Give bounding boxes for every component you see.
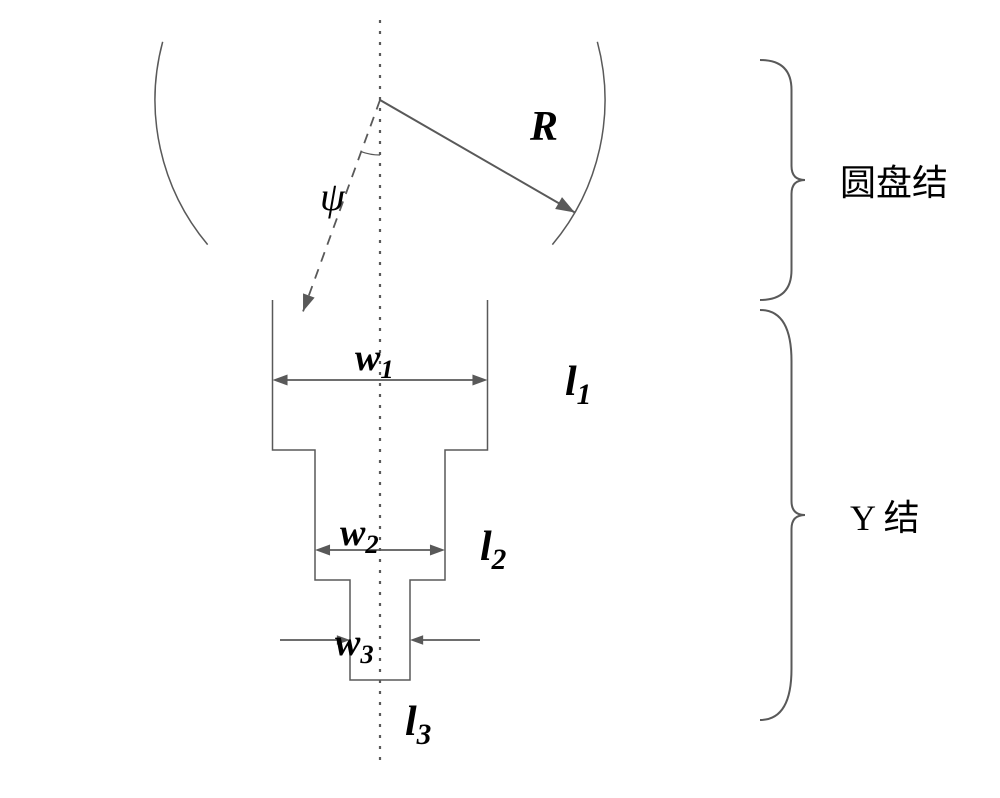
label-y-knot: Y 结 <box>850 498 920 538</box>
brace-disc <box>760 60 805 300</box>
arrow-head <box>430 545 445 556</box>
psi-angle-arc <box>361 152 380 155</box>
arrow-head <box>303 293 315 311</box>
arrow-head <box>555 197 575 212</box>
arrow-head <box>410 635 423 645</box>
svg-text:l3: l3 <box>405 699 431 751</box>
disc-arc-right <box>552 42 605 245</box>
svg-text:l2: l2 <box>480 524 507 576</box>
svg-text:w1: w1 <box>355 337 394 384</box>
label-l2: l2 <box>480 524 507 576</box>
svg-text:w3: w3 <box>335 622 374 669</box>
label-R: R <box>529 104 558 150</box>
label-l1: l1 <box>565 359 591 411</box>
label-disc-knot: 圆盘结 <box>840 163 948 203</box>
brace-y <box>760 310 805 720</box>
label-w3: w3 <box>335 622 374 669</box>
arrow-head <box>273 375 288 386</box>
svg-text:l1: l1 <box>565 359 591 411</box>
disc-arc-left <box>155 42 208 245</box>
svg-text:w2: w2 <box>340 512 379 559</box>
arrow-head <box>315 545 330 556</box>
arrow-head <box>472 375 487 386</box>
label-w1: w1 <box>355 337 394 384</box>
label-l3: l3 <box>405 699 431 751</box>
label-psi: ψ <box>320 174 346 219</box>
label-w2: w2 <box>340 512 379 559</box>
